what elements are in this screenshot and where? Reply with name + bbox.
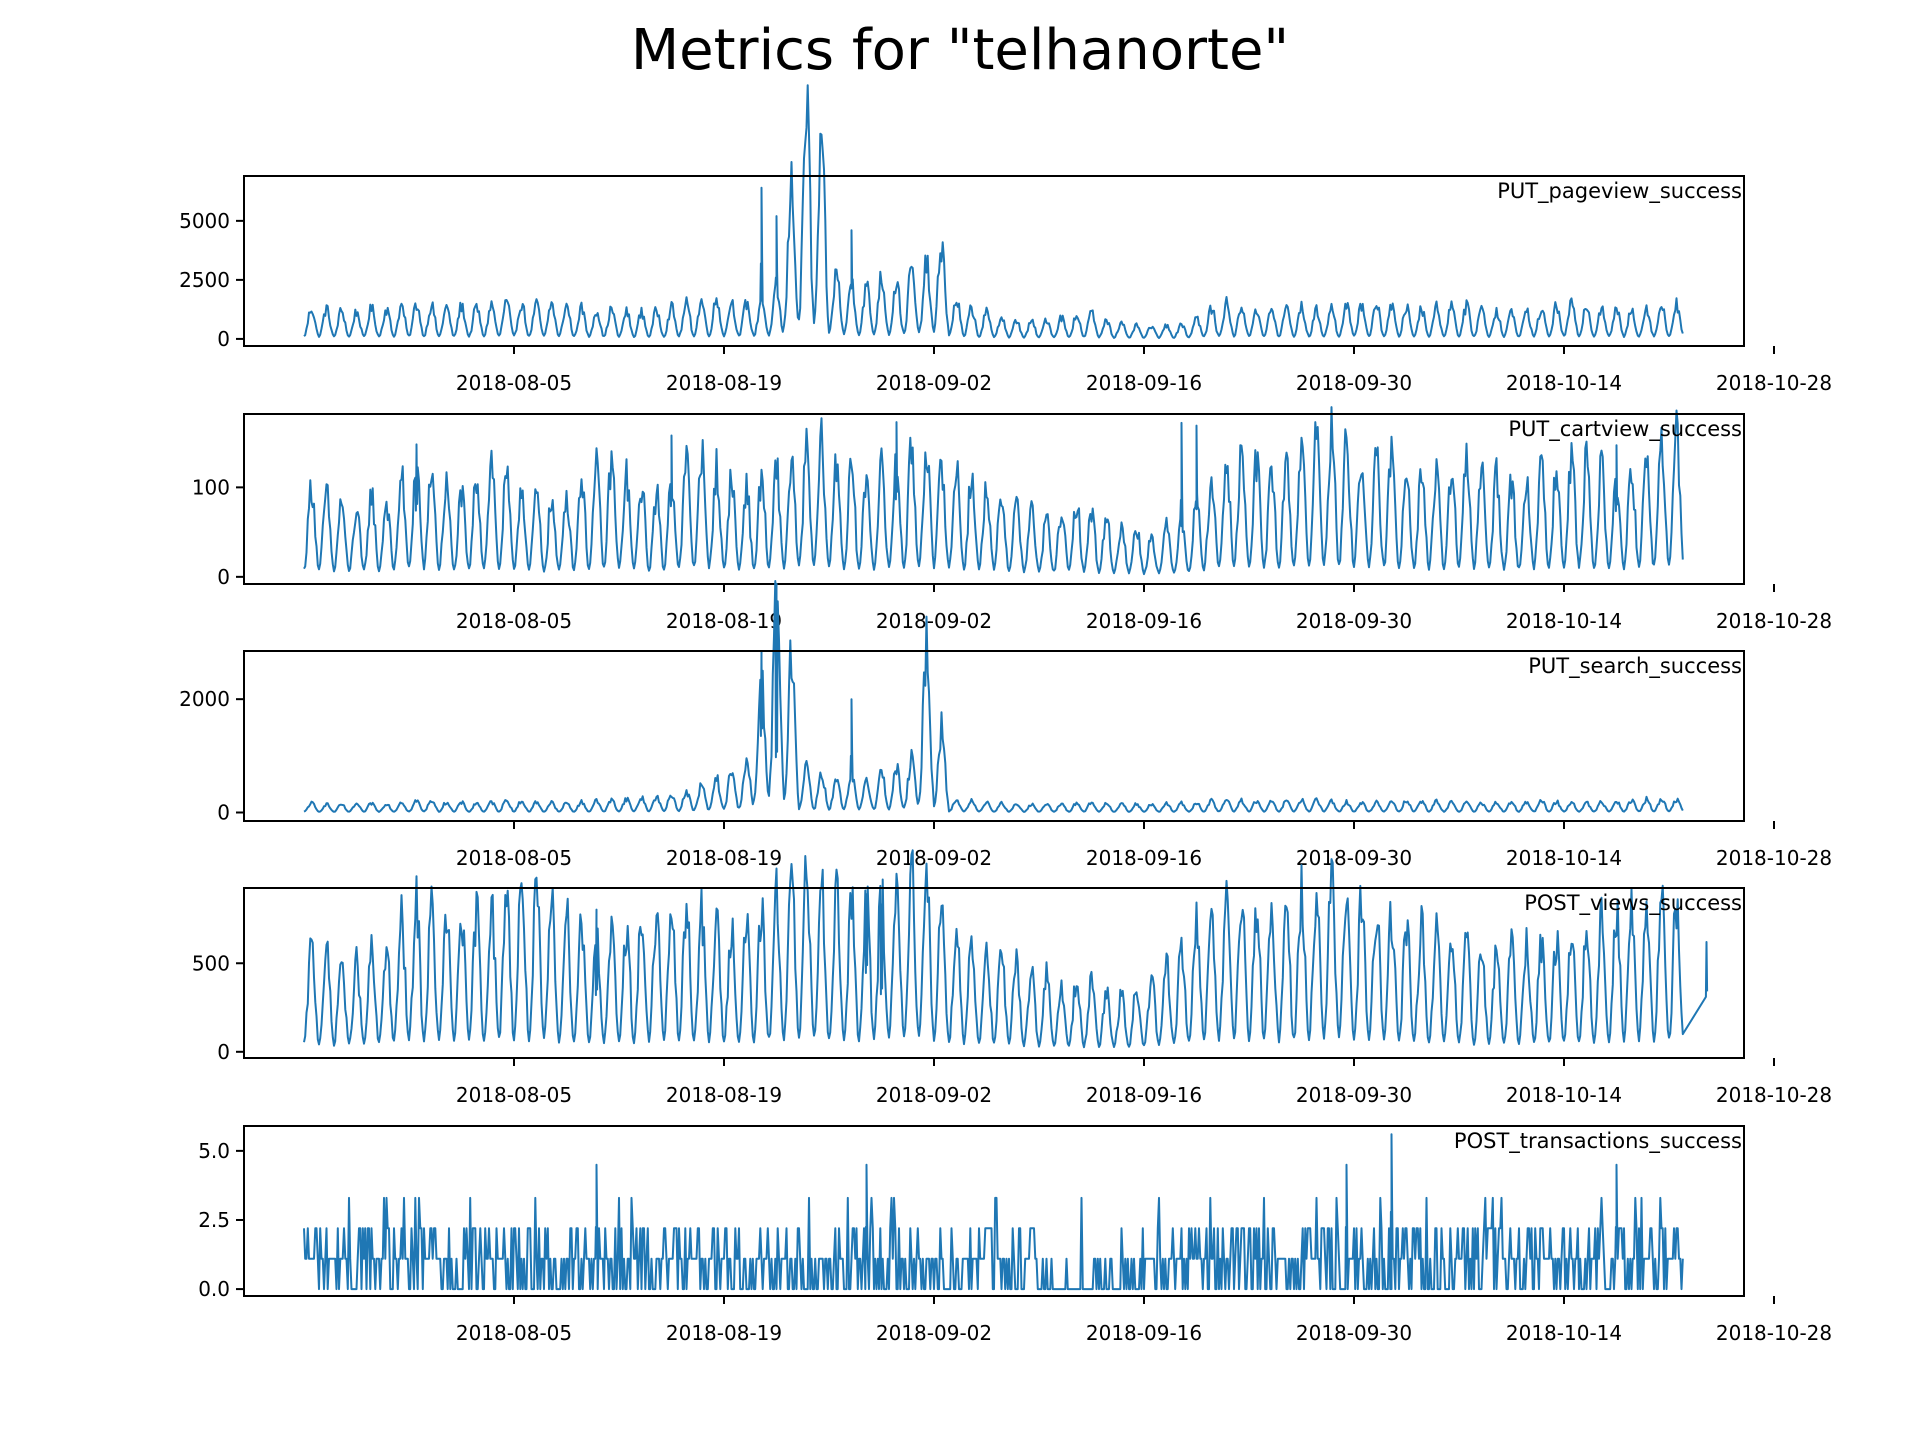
x-tick-label: 2018-08-19 bbox=[666, 1321, 782, 1345]
x-tick-label: 2018-08-19 bbox=[666, 371, 782, 395]
x-tick-label: 2018-09-16 bbox=[1086, 371, 1202, 395]
x-tick-label: 2018-10-14 bbox=[1506, 846, 1622, 870]
panel-label: POST_transactions_success bbox=[1454, 1129, 1742, 1154]
x-tick-label: 2018-09-02 bbox=[876, 609, 992, 633]
x-tick-label: 2018-08-19 bbox=[666, 846, 782, 870]
series-line-POST_views_success bbox=[303, 849, 1709, 1049]
x-tick-label: 2018-09-02 bbox=[876, 1083, 992, 1107]
panel-label: PUT_cartview_success bbox=[1508, 417, 1742, 442]
x-tick-label: 2018-09-16 bbox=[1086, 609, 1202, 633]
x-tick-label: 2018-09-02 bbox=[876, 846, 992, 870]
x-tick-label: 2018-09-30 bbox=[1296, 1083, 1412, 1107]
axes-frame bbox=[243, 175, 1745, 347]
series-line-PUT_cartview_success bbox=[303, 406, 1684, 576]
y-tick-label: 2500 bbox=[179, 268, 230, 292]
panel-label: PUT_search_success bbox=[1528, 654, 1742, 679]
x-tick-label: 2018-09-16 bbox=[1086, 846, 1202, 870]
axes-frame bbox=[243, 1125, 1745, 1297]
axes-frame bbox=[243, 887, 1745, 1059]
y-tick-label: 5000 bbox=[179, 209, 230, 233]
x-tick-label: 2018-09-30 bbox=[1296, 609, 1412, 633]
x-tick-label: 2018-10-28 bbox=[1716, 846, 1832, 870]
y-tick-label: 0 bbox=[217, 801, 230, 825]
figure-title: Metrics for "telhanorte" bbox=[630, 18, 1290, 83]
x-tick-label: 2018-08-19 bbox=[666, 609, 782, 633]
x-tick-label: 2018-09-02 bbox=[876, 1321, 992, 1345]
x-tick-label: 2018-09-30 bbox=[1296, 371, 1412, 395]
x-tick-label: 2018-08-19 bbox=[666, 1083, 782, 1107]
subplot-POST_transactions_success: POST_transactions_success 0.0 2.5 5.0 2018-0… bbox=[198, 1125, 1832, 1345]
x-tick-label: 2018-08-05 bbox=[456, 846, 572, 870]
x-tick-label: 2018-09-16 bbox=[1086, 1321, 1202, 1345]
x-tick-label: 2018-09-16 bbox=[1086, 1083, 1202, 1107]
subplot-PUT_cartview_success: PUT_cartview_success 0 100 2018-08-05 2018-0… bbox=[192, 406, 1832, 633]
y-tick-label: 0 bbox=[217, 565, 230, 589]
subplot-PUT_pageview_success: PUT_pageview_success 0 2500 5000 2018-08-05 2… bbox=[179, 84, 1832, 395]
axes-frame bbox=[243, 413, 1745, 585]
x-tick-label: 2018-10-14 bbox=[1506, 371, 1622, 395]
y-tick-label: 2.5 bbox=[198, 1208, 230, 1232]
y-tick-label: 5.0 bbox=[198, 1139, 230, 1163]
y-tick-label: 0.0 bbox=[198, 1277, 230, 1301]
y-tick-label: 2000 bbox=[179, 687, 230, 711]
panel-label: PUT_pageview_success bbox=[1497, 179, 1742, 204]
series-line-PUT_pageview_success bbox=[303, 84, 1684, 339]
y-tick-label: 0 bbox=[217, 327, 230, 351]
y-tick-label: 500 bbox=[192, 951, 230, 975]
x-tick-label: 2018-10-14 bbox=[1506, 1083, 1622, 1107]
series-line-POST_transactions_success bbox=[303, 1133, 1684, 1291]
subplot-POST_views_success: POST_views_success 0 500 2018-08-05 2018-08-… bbox=[192, 849, 1832, 1107]
x-tick-label: 2018-08-05 bbox=[456, 1321, 572, 1345]
x-tick-label: 2018-10-28 bbox=[1716, 1083, 1832, 1107]
y-tick-label: 0 bbox=[217, 1040, 230, 1064]
subplot-PUT_search_success: PUT_search_success 0 2000 2018-08-05 2018-08… bbox=[179, 580, 1832, 870]
y-tick-label: 100 bbox=[192, 475, 230, 499]
x-tick-label: 2018-10-14 bbox=[1506, 609, 1622, 633]
x-tick-label: 2018-09-02 bbox=[876, 371, 992, 395]
axes-frame bbox=[243, 650, 1745, 822]
x-tick-label: 2018-10-28 bbox=[1716, 371, 1832, 395]
x-tick-label: 2018-10-14 bbox=[1506, 1321, 1622, 1345]
x-tick-label: 2018-08-05 bbox=[456, 371, 572, 395]
x-tick-label: 2018-10-28 bbox=[1716, 1321, 1832, 1345]
x-tick-label: 2018-10-28 bbox=[1716, 609, 1832, 633]
series-line-PUT_search_success bbox=[303, 580, 1684, 813]
x-tick-label: 2018-09-30 bbox=[1296, 1321, 1412, 1345]
x-tick-label: 2018-08-05 bbox=[456, 609, 572, 633]
panel-label: POST_views_success bbox=[1524, 891, 1742, 916]
x-tick-label: 2018-09-30 bbox=[1296, 846, 1412, 870]
x-tick-label: 2018-08-05 bbox=[456, 1083, 572, 1107]
